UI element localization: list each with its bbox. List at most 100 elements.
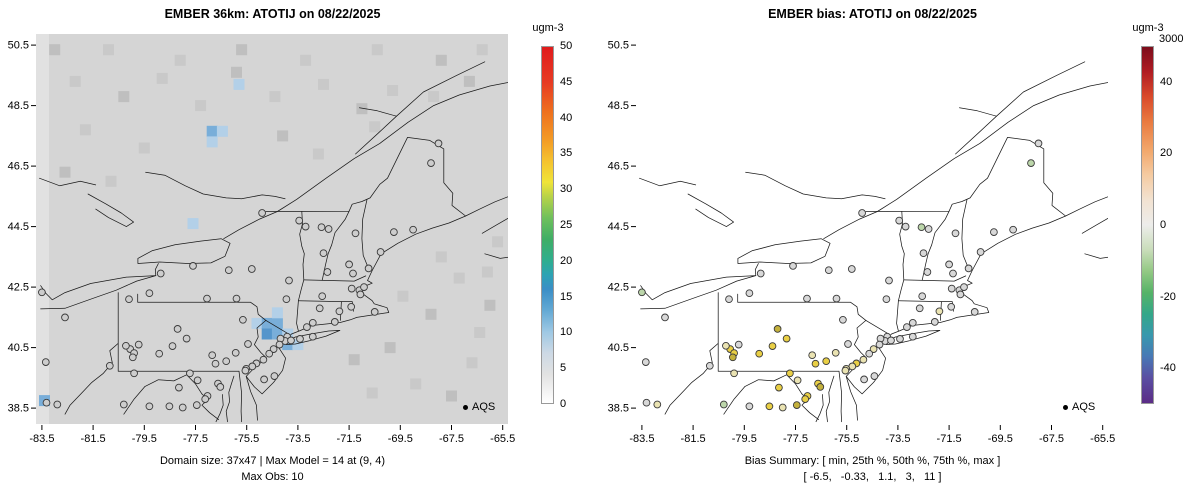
raster-cell [156, 72, 168, 84]
map-outline [286, 330, 341, 345]
map-outline [225, 375, 235, 423]
raster-cell [69, 75, 81, 87]
model-colorbar-gradient [541, 46, 554, 404]
aqs-station-point [1009, 225, 1017, 234]
aqs-station-point [728, 353, 737, 362]
raster-cell [384, 342, 396, 354]
aqs-station-point [189, 262, 197, 270]
aqs-station-point [822, 357, 831, 366]
aqs-station-point [653, 400, 662, 409]
aqs-station-point [282, 295, 291, 304]
aqs-station-point [42, 398, 51, 407]
map-outline [123, 386, 146, 415]
model-panel-title: EMBER 36km: ATOTIJ on 08/22/2025 [164, 7, 381, 21]
raster-cell [428, 91, 440, 103]
aqs-station-point [895, 216, 904, 225]
raster-cell [474, 327, 486, 338]
aqs-station-point [641, 358, 650, 366]
map-outline [903, 275, 967, 282]
aqs-station-point [260, 375, 268, 384]
y-tick-label: 42.5 [8, 282, 29, 294]
raster-cell [348, 354, 360, 366]
x-tick-label: -65.5 [1090, 433, 1115, 445]
aqs-station-point [896, 335, 904, 343]
bias-colorbar-top-value: 3000 [1159, 33, 1184, 45]
x-tick-label: -73.5 [285, 433, 310, 445]
map-outline [717, 292, 840, 372]
map-outline [815, 394, 824, 423]
aqs-station-point [875, 340, 884, 349]
y-tick-label: 40.5 [608, 342, 629, 354]
aqs-station-point [345, 260, 353, 269]
map-outline [355, 61, 486, 155]
x-tick-label: -69.5 [988, 433, 1013, 445]
raster-cell [59, 166, 71, 178]
raster-cell [138, 142, 150, 154]
aqs-station-point [308, 332, 317, 341]
aqs-station-point [192, 401, 201, 409]
aqs-station-point [789, 262, 797, 270]
aqs-station-point [756, 269, 765, 278]
aqs-station-point [951, 229, 960, 238]
aqs-station-point [908, 318, 917, 327]
aqs-station-point [870, 372, 879, 380]
aqs-station-point [887, 336, 895, 345]
aqs-station-point [803, 294, 811, 303]
colorbar-tick-label: 20 [1160, 147, 1173, 160]
bias-map: -83.5 -81.5 -79.5 -77.5 -75.5 -73.5 -71.5 -69.5… [608, 40, 1116, 445]
aqs-station-point [719, 400, 728, 409]
map-outline [245, 215, 466, 421]
raster-cell [425, 308, 437, 320]
aqs-station-point [105, 361, 114, 370]
aqs-station-point [231, 348, 240, 357]
raster-cell [174, 54, 186, 66]
map-outline [145, 171, 286, 200]
aqs-station-point [964, 264, 973, 273]
aqs-station-point [935, 307, 944, 316]
raster-cell [271, 328, 283, 340]
aqs-station-point [918, 292, 927, 301]
raster-cell [484, 299, 496, 311]
raster-cell [481, 266, 493, 278]
aqs-station-point [730, 369, 738, 378]
bias-panel: EMBER bias: ATOTIJ on 08/22/2025 -83.5 -8… [600, 0, 1200, 502]
aqs-station-point [816, 383, 825, 391]
y-tick-label: 44.5 [608, 221, 629, 233]
aqs-station-point [323, 268, 332, 276]
map-outline [639, 177, 697, 187]
raster-cell [118, 91, 130, 103]
model-caption-line2: Max Obs: 10 [241, 471, 304, 483]
aqs-station-point [638, 288, 646, 297]
map-outline [465, 196, 508, 217]
aqs-station-point [244, 340, 252, 348]
map-outline [1081, 217, 1108, 234]
raster-cell [435, 54, 447, 66]
map-outline [296, 279, 305, 332]
x-tick-label: -77.5 [783, 433, 808, 445]
raster-cell [103, 44, 114, 56]
map-outline [303, 275, 367, 282]
map-outline [1065, 196, 1108, 217]
aqs-station-point [208, 351, 217, 360]
aqs-legend-label: AQS [1072, 401, 1096, 413]
aqs-station-point [301, 222, 310, 231]
map-outline [845, 215, 1066, 421]
raster-cell [49, 44, 61, 56]
aqs-station-point [335, 307, 344, 316]
aqs-station-point [882, 295, 891, 304]
aqs-station-point [38, 288, 46, 297]
aqs-station-point [241, 366, 250, 375]
aqs-station-point [145, 402, 154, 411]
aqs-station-point [168, 342, 177, 350]
map-outline [754, 263, 759, 276]
aqs-station-point [970, 308, 979, 316]
aqs-station-point [119, 400, 128, 409]
raster-cell [206, 125, 218, 137]
aqs-station-point [347, 302, 356, 311]
aqs-station-point [156, 269, 165, 278]
aqs-station-point [347, 284, 356, 293]
aqs-station-point [1027, 159, 1035, 167]
aqs-station-point [923, 268, 932, 276]
map-outline [215, 394, 224, 423]
aqs-station-point [847, 265, 856, 273]
